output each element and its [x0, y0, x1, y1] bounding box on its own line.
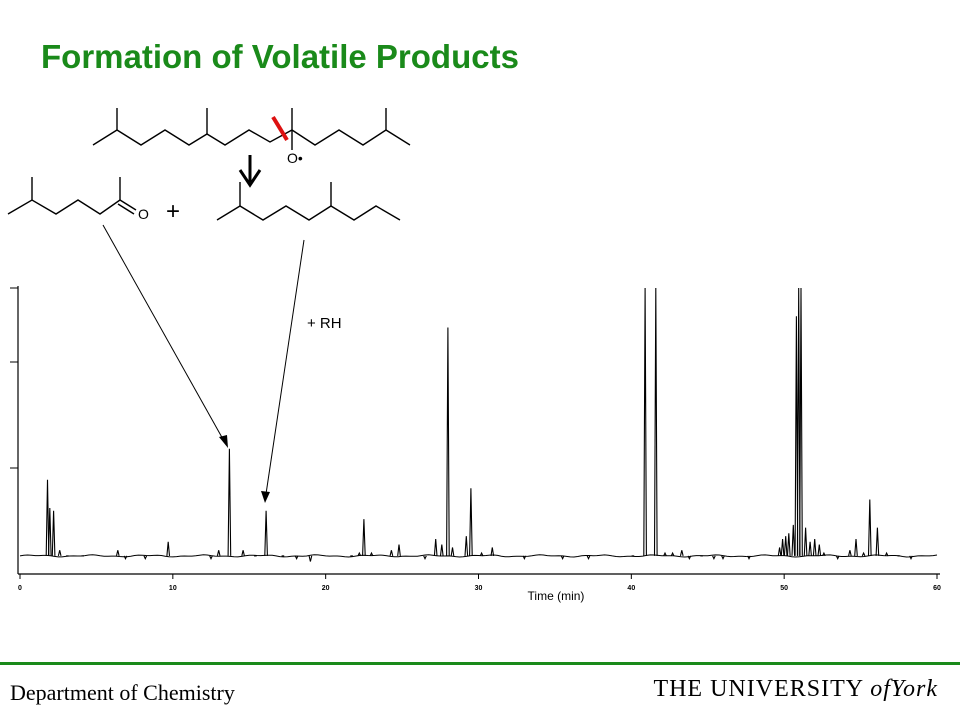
ketone-oxygen-label: O: [138, 206, 149, 222]
alkane-peak-arrowhead: [261, 491, 270, 503]
footer-rule: [0, 662, 960, 665]
chromatogram-peak: [803, 527, 808, 556]
chromatogram-peak: [835, 555, 840, 561]
chromatogram-peak: [780, 538, 785, 556]
chromatogram-peak: [817, 544, 822, 556]
chromatogram-chart: 0 10 20 30 40 50 60 Time (min): [10, 286, 941, 603]
chromatogram-peak: [115, 550, 120, 557]
chromatogram-peak: [679, 550, 684, 557]
slide-title: Formation of Volatile Products: [41, 38, 519, 75]
plus-sign: +: [166, 198, 180, 225]
university-word: THE UNIVERSITY: [653, 676, 864, 702]
chromatogram-peak: [216, 550, 221, 557]
chromatogram-peak: [308, 555, 313, 562]
chromatogram-peak: [875, 527, 880, 556]
x-tick-label: 0: [18, 585, 22, 592]
chromatogram-peak: [51, 510, 56, 556]
chromatogram-peak: [209, 555, 213, 561]
chromatogram-peak: [783, 536, 788, 556]
chromatogram-peak: [264, 510, 268, 556]
chromatogram-peak: [786, 533, 791, 556]
x-ticks: 0 10 20 30 40 50 60: [18, 574, 941, 592]
chromatogram-peak: [369, 551, 374, 557]
chromatogram-peak: [777, 547, 782, 556]
chromatogram-peak: [653, 287, 658, 556]
ketone-chain: [7, 199, 121, 215]
university-of: of: [870, 676, 891, 702]
reaction-scheme: O• O + + RH: [7, 108, 411, 503]
chromatogram-peak: [791, 524, 796, 556]
carbonyl-bond-2: [117, 203, 135, 215]
carbonyl-bond-1: [119, 199, 137, 211]
department-name: Department of Chemistry: [10, 680, 235, 705]
chromatogram-peak: [867, 499, 872, 556]
chromatogram-peak: [464, 536, 469, 556]
chromatogram-peak: [389, 550, 394, 557]
chromatogram-peak: [433, 538, 438, 556]
chromatogram-peak: [227, 448, 232, 556]
x-tick-label: 30: [475, 585, 483, 592]
chromatogram-peak: [57, 550, 62, 557]
ketone-peak-arrow: [102, 224, 225, 442]
chromatogram-peak: [721, 555, 725, 561]
rh-label: + RH: [307, 315, 342, 332]
chromatogram-peak: [712, 555, 716, 561]
chromatogram-peak: [47, 507, 52, 556]
chromatogram-peak: [812, 538, 817, 556]
university-york: York: [890, 676, 938, 702]
chromatogram-peak: [861, 551, 866, 557]
reaction-arrow-head: [238, 169, 262, 188]
chromatogram-peak: [397, 544, 401, 556]
x-axis-label: Time (min): [528, 589, 585, 603]
chromatogram-peak: [663, 551, 667, 557]
alkane-peak-arrow: [265, 239, 305, 495]
chromatogram-peak: [560, 555, 565, 561]
trace-baseline: [19, 554, 938, 558]
chromatogram-peak: [490, 547, 495, 556]
chromatogram-peak: [469, 488, 473, 556]
chromatogram-peak: [423, 555, 427, 561]
chromatogram-peak: [586, 555, 591, 561]
x-tick-label: 10: [169, 585, 177, 592]
chromatogram-peak: [808, 541, 812, 556]
chromatogram-peak: [450, 547, 455, 556]
chromatogram-peak: [241, 550, 245, 557]
chromatogram-peak: [446, 327, 450, 556]
chromatogram-peak: [143, 555, 148, 561]
bond-break-mark: [271, 115, 289, 142]
x-tick-label: 60: [933, 585, 941, 592]
chromatogram-peak: [294, 555, 299, 561]
chromatogram-peak: [643, 287, 647, 556]
chromatogram-peak: [799, 287, 803, 556]
chromatogram-peak: [854, 538, 858, 556]
chromatogram-peak: [670, 551, 675, 557]
radical-label: O•: [287, 150, 303, 166]
chromatogram-peak: [479, 551, 484, 557]
x-tick-label: 40: [627, 585, 635, 592]
chromatogram-peak: [884, 551, 889, 557]
trace-peaks: [45, 287, 913, 562]
alkyl-radical-chain: [216, 205, 401, 221]
chromatogram-peak: [166, 541, 171, 556]
chromatogram-peak: [848, 550, 852, 557]
chromatogram-peak: [45, 479, 50, 556]
chromatogram-peak: [439, 544, 444, 556]
x-tick-label: 50: [780, 585, 788, 592]
x-tick-label: 20: [322, 585, 330, 592]
chromatogram-peak: [362, 519, 366, 556]
ketone-peak-arrowhead: [219, 435, 228, 448]
chromatogram-peak: [796, 287, 801, 556]
alkoxy-radical-chain: [92, 129, 411, 146]
university-logo: THE UNIVERSITY ofYork: [653, 676, 938, 703]
